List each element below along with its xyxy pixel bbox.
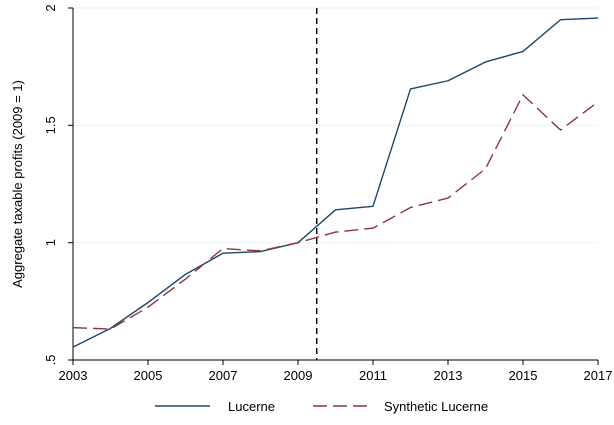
series-lines [72, 17, 599, 348]
x-tick-label: 2013 [434, 368, 463, 383]
axes [72, 8, 598, 361]
x-tick-label: 2015 [509, 368, 538, 383]
x-tick-label: 2009 [284, 368, 313, 383]
legend-label: Lucerne [228, 399, 275, 414]
x-tick-label: 2011 [359, 368, 387, 383]
series-line-synthetic-lucerne [72, 94, 599, 330]
x-tick-label: 2005 [134, 368, 163, 383]
series-line-lucerne [72, 17, 599, 348]
x-tick-label: 2003 [59, 368, 88, 383]
gridlines [73, 7, 598, 361]
x-tick-label: 2007 [209, 368, 238, 383]
y-axis-ticks: .5 1 1.5 2 [43, 4, 73, 365]
y-tick-label: 1 [43, 239, 58, 246]
y-axis-title: Aggregate taxable profits (2009 = 1) [10, 80, 25, 288]
y-tick-label: 1.5 [43, 116, 58, 134]
y-tick-label: 2 [43, 4, 58, 11]
legend-label: Synthetic Lucerne [384, 399, 488, 414]
x-tick-label: 2017 [584, 368, 613, 383]
x-axis-ticks: 2003 2005 2007 2009 2011 2013 2015 2017 [59, 360, 613, 383]
y-tick-label: .5 [43, 355, 58, 366]
legend: Lucerne Synthetic Lucerne [155, 399, 488, 414]
